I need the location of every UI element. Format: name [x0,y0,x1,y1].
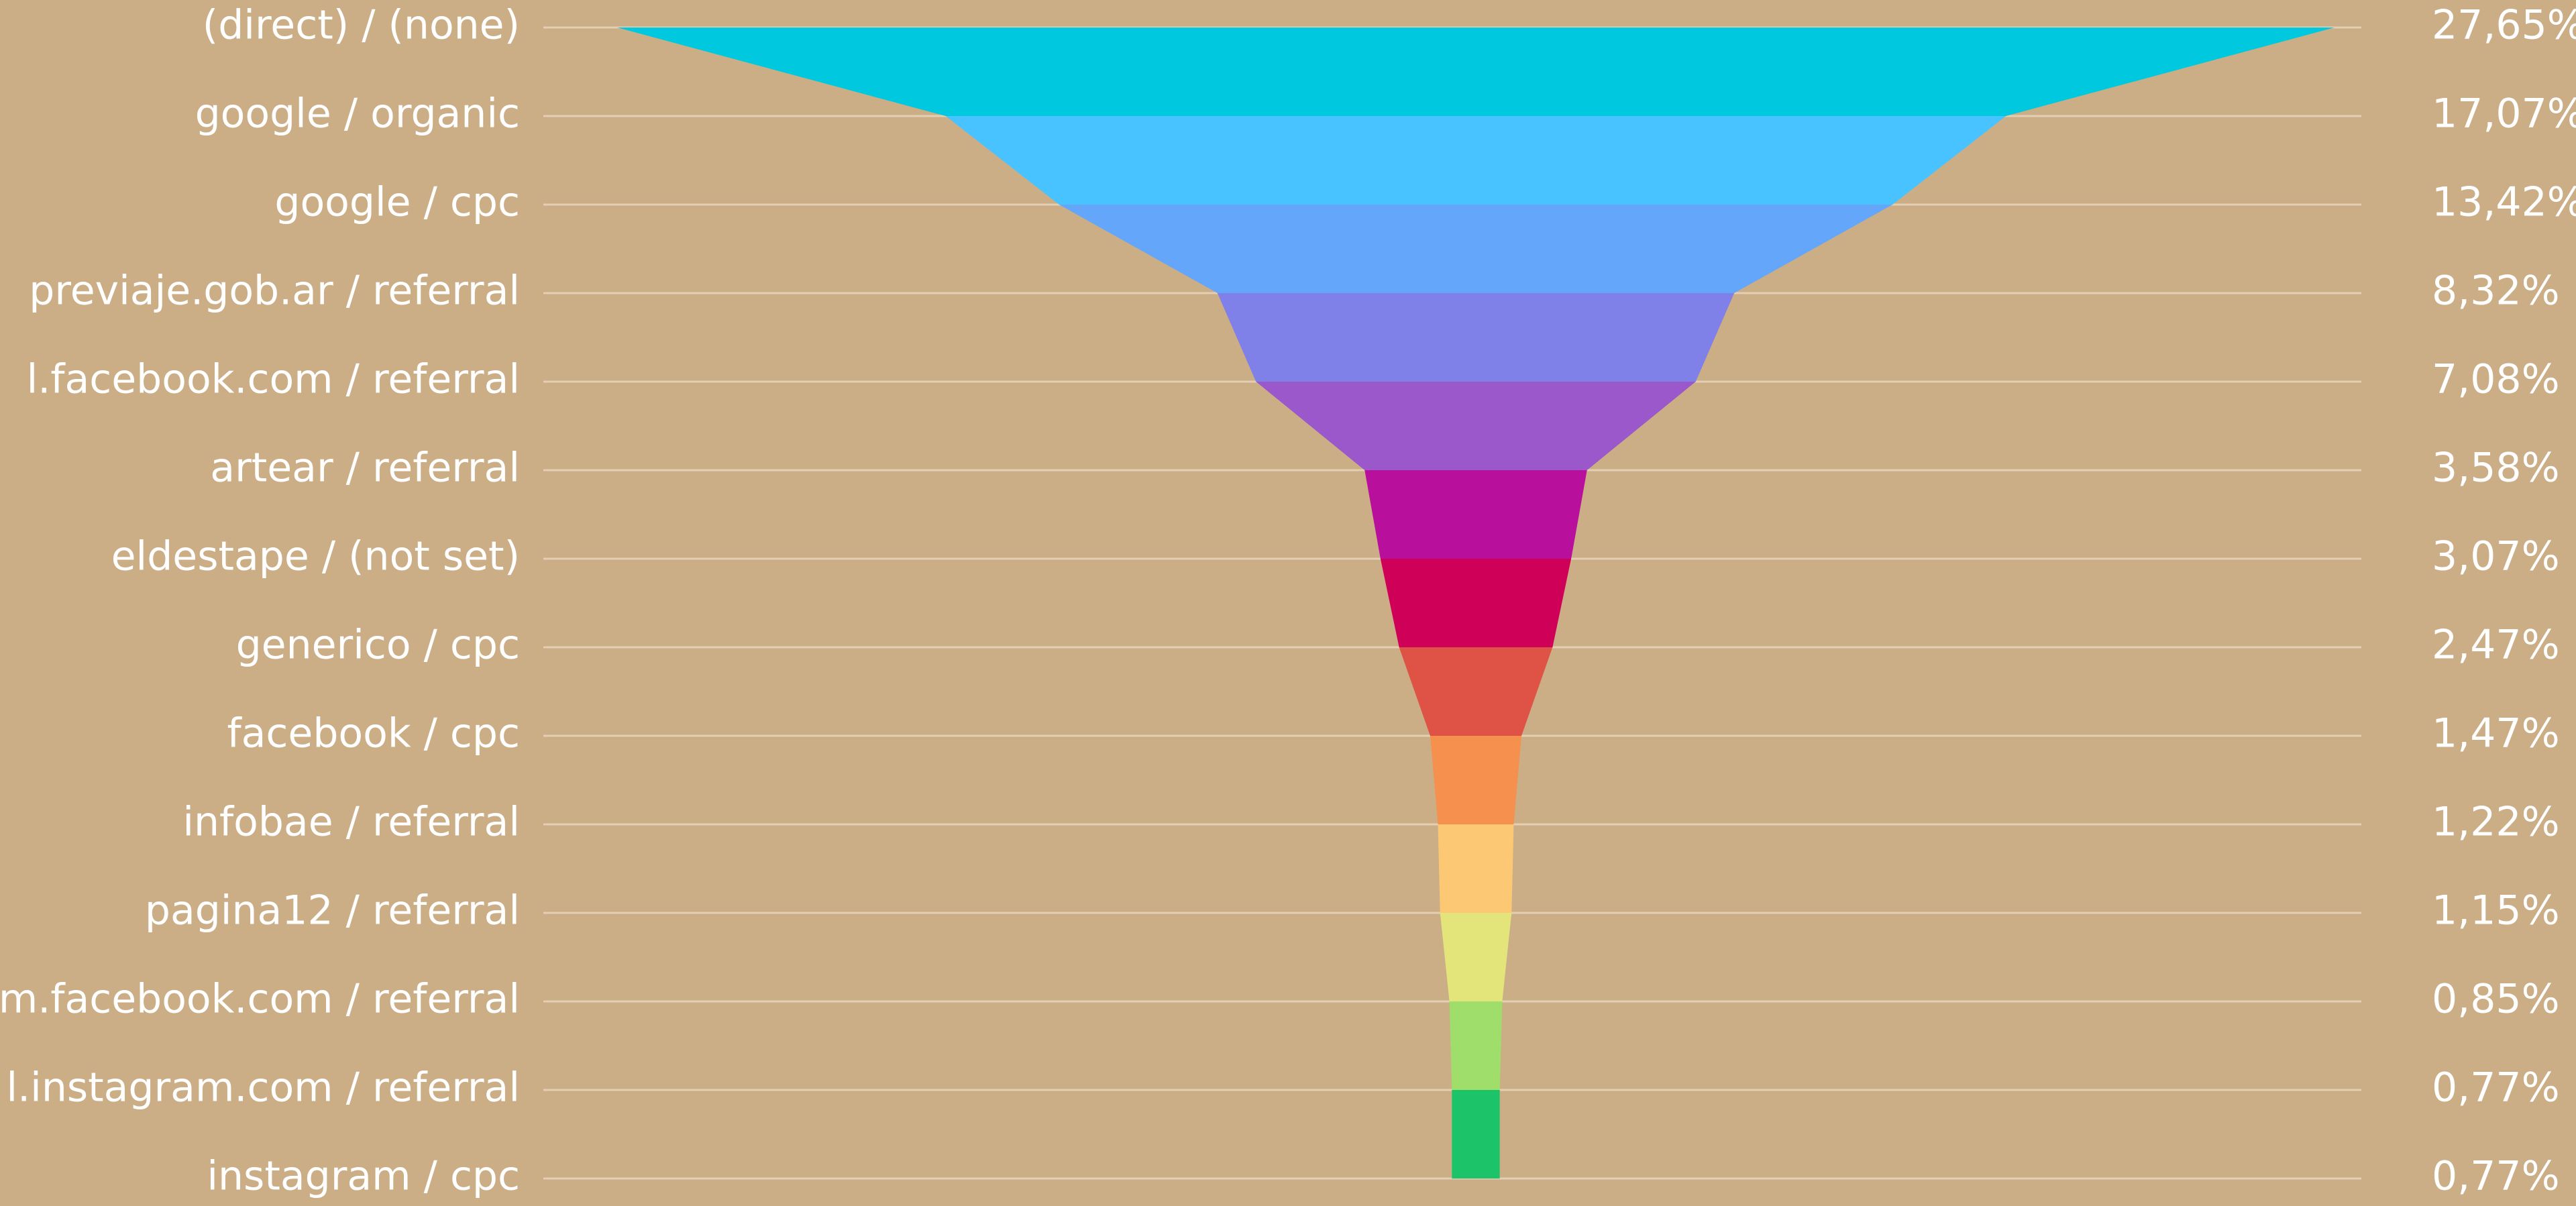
category-label: artear / referral [210,445,520,492]
value-label: 3,58% [2432,445,2560,492]
category-label: google / cpc [274,179,520,226]
category-label: pagina12 / referral [145,887,520,934]
category-label: l.facebook.com / referral [27,356,520,403]
value-label: 27,65% [2432,2,2576,49]
category-label: infobae / referral [182,799,520,846]
funnel-segment [1440,913,1512,1001]
category-label: previaje.gob.ar / referral [29,268,520,315]
value-label: 0,77% [2432,1064,2560,1111]
value-label: 7,08% [2432,356,2560,403]
value-label: 1,15% [2432,887,2560,934]
value-label: 1,47% [2432,710,2560,757]
category-label: facebook / cpc [227,710,520,757]
funnel-segment [1217,293,1735,382]
category-label: (direct) / (none) [203,2,520,49]
funnel-segment [1380,559,1572,647]
funnel-segment [1399,647,1553,736]
category-label: instagram / cpc [207,1153,520,1200]
category-label: m.facebook.com / referral [0,976,520,1023]
funnel-segment [1364,470,1587,559]
funnel-segment [1059,205,1893,293]
value-label: 3,07% [2432,533,2560,580]
value-label: 8,32% [2432,268,2560,315]
category-label: generico / cpc [236,622,520,669]
value-label: 13,42% [2432,179,2576,226]
funnel-segment [945,116,2006,205]
category-label: l.instagram.com / referral [6,1064,520,1111]
funnel-segment [1430,736,1522,824]
value-label: 1,22% [2432,799,2560,846]
value-label: 0,77% [2432,1153,2560,1200]
funnel-segment [617,28,2334,116]
value-label: 17,07% [2432,91,2576,138]
category-labels: (direct) / (none) google / organic google … [0,2,520,1200]
category-label: google / organic [195,91,520,138]
funnel-segment [1449,1001,1503,1090]
funnel-segment [1256,382,1696,470]
funnel-segments [617,28,2334,1178]
funnel-segment [1452,1090,1500,1178]
value-label: 0,85% [2432,976,2560,1023]
funnel-segment [1438,824,1514,913]
category-label: eldestape / (not set) [111,533,520,580]
value-label: 2,47% [2432,622,2560,669]
value-labels: 27,65% 17,07% 13,42% 8,32% 7,08% 3,58% 3,07% 2,… [2432,2,2576,1200]
